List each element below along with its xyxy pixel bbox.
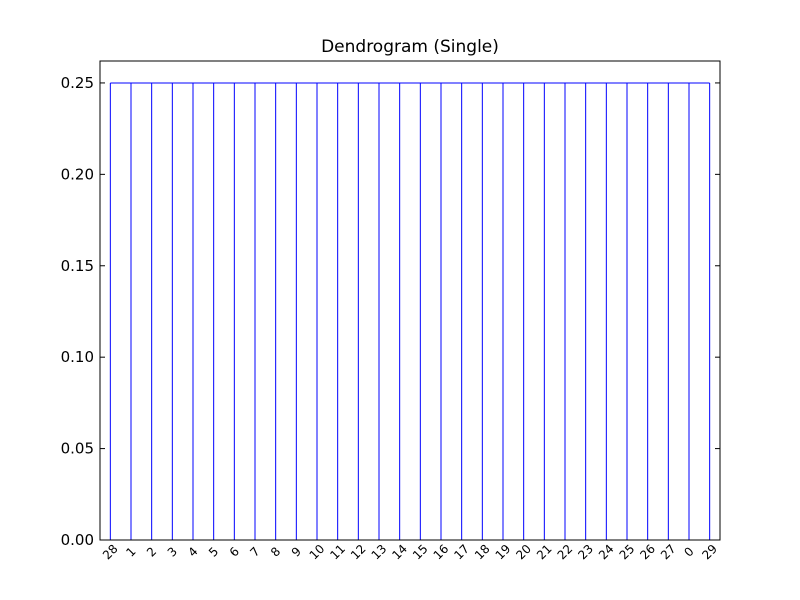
x-axis-ticks: 28 1 2 3 4 5 6 7 8 9 10 11 12 13 14 15 16 17 18 19 20 21 22 23 2… <box>100 542 720 563</box>
x-tick-label: 1 <box>123 544 138 559</box>
x-tick-label: 24 <box>596 542 617 563</box>
x-tick-label: 0 <box>681 544 696 559</box>
x-tick-label: 23 <box>575 542 596 563</box>
x-tick-label: 19 <box>493 542 514 563</box>
x-tick-label: 18 <box>472 542 493 563</box>
x-tick-label: 13 <box>369 542 390 563</box>
x-tick-label: 8 <box>268 544 283 559</box>
x-tick-label: 22 <box>555 542 576 563</box>
x-tick-label: 9 <box>289 544 304 559</box>
x-tick-label: 12 <box>348 542 369 563</box>
x-tick-label: 25 <box>617 542 638 563</box>
x-tick-label: 14 <box>389 542 410 563</box>
y-tick-label: 0.05 <box>61 440 94 458</box>
x-tick-label: 4 <box>185 544 200 559</box>
x-tick-label: 27 <box>658 542 679 563</box>
x-tick-label: 16 <box>431 542 452 563</box>
x-tick-label: 21 <box>534 542 555 563</box>
x-tick-label: 5 <box>206 544 221 559</box>
y-tick-label: 0.00 <box>61 531 94 549</box>
x-tick-label: 26 <box>637 542 658 563</box>
chart-title: Dendrogram (Single) <box>321 37 499 57</box>
x-tick-label: 2 <box>144 544 159 559</box>
x-tick-label: 29 <box>699 542 720 563</box>
y-tick-label: 0.25 <box>61 74 94 92</box>
x-tick-label: 7 <box>247 544 262 559</box>
x-tick-label: 28 <box>100 542 121 563</box>
x-tick-label: 3 <box>165 544 180 559</box>
x-tick-label: 6 <box>227 544 242 559</box>
x-tick-label: 15 <box>410 542 431 563</box>
y-tick-label: 0.15 <box>61 257 94 275</box>
x-tick-label: 11 <box>327 542 348 563</box>
y-tick-label: 0.10 <box>61 348 94 366</box>
x-tick-label: 20 <box>513 542 534 563</box>
y-axis-ticks: 0.00 0.05 0.10 0.15 0.20 0.25 <box>61 74 720 549</box>
dendrogram-links <box>110 83 709 540</box>
y-tick-label: 0.20 <box>61 165 94 183</box>
x-tick-label: 17 <box>451 542 472 563</box>
x-tick-label: 10 <box>307 542 328 563</box>
